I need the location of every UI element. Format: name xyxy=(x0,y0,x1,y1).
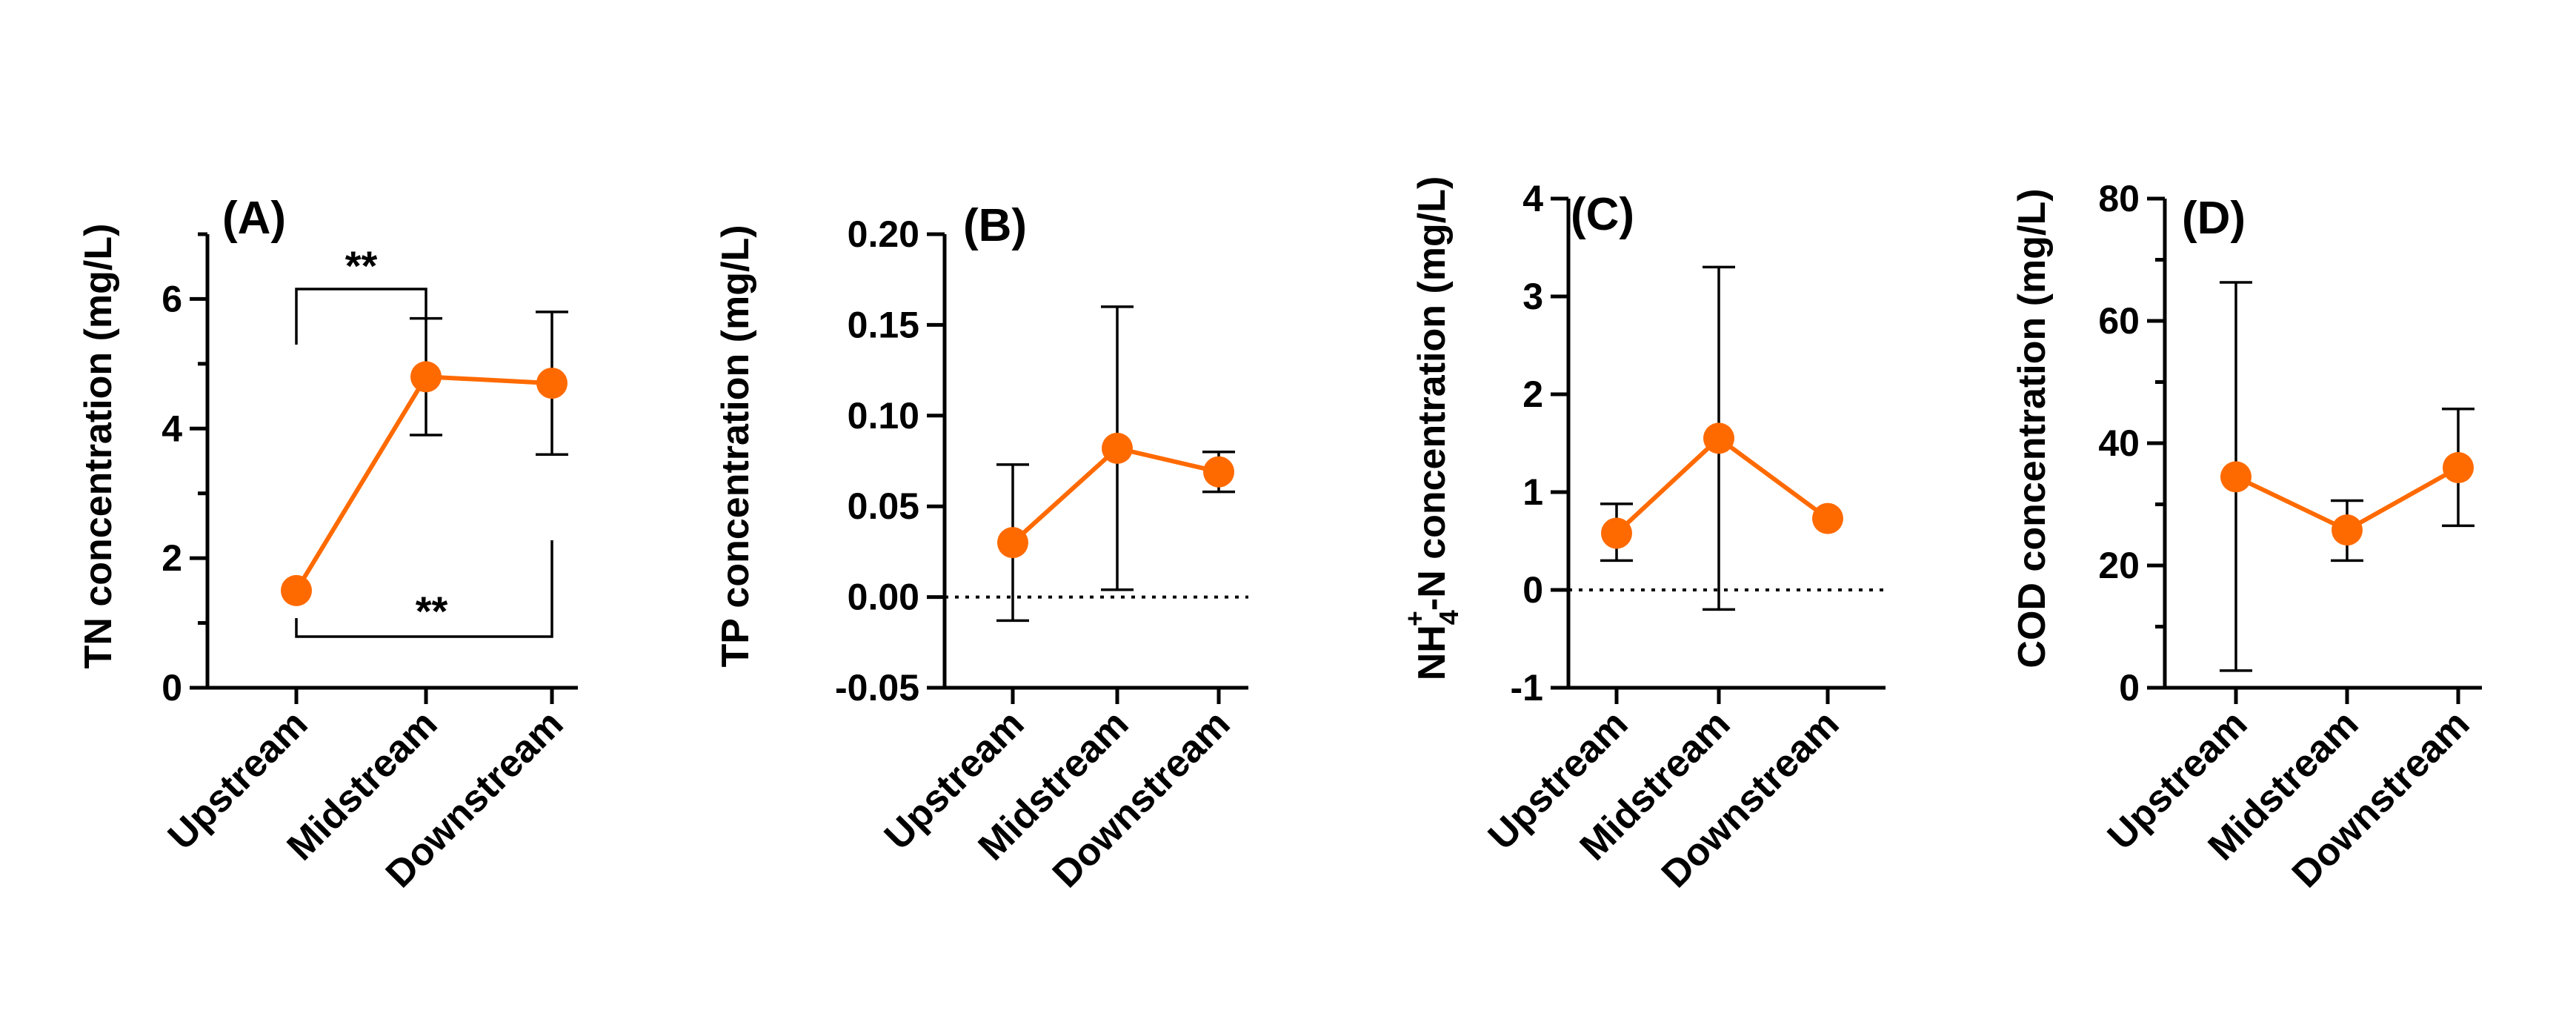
chart-panel-3: 020406080UpstreamMidstreamDownstreamCOD … xyxy=(2011,178,2482,896)
y-tick-label: 0 xyxy=(162,667,182,709)
significance-bracket xyxy=(295,540,553,638)
y-tick-label: 2 xyxy=(162,537,182,579)
y-tick-label: 4 xyxy=(162,408,182,449)
x-category-label: Downstream xyxy=(1045,702,1239,896)
y-tick-label: -0.05 xyxy=(835,667,919,709)
y-tick-label: 20 xyxy=(2098,545,2140,586)
panel-label: (B) xyxy=(963,200,1027,251)
y-axis-title: TP concentration (mg/L) xyxy=(714,225,757,667)
y-tick-label: 6 xyxy=(162,278,182,319)
series-line xyxy=(294,374,553,592)
y-tick-label: 3 xyxy=(1522,276,1543,317)
significance-label: ** xyxy=(416,588,448,634)
y-tick-label: 0.10 xyxy=(848,395,919,437)
data-point xyxy=(2443,452,2474,483)
y-tick-label: 1 xyxy=(1522,471,1543,513)
data-point xyxy=(1102,432,1133,464)
significance-bracket xyxy=(295,288,427,345)
y-tick-label: 0.20 xyxy=(848,213,919,255)
chart-panel-1: -0.050.000.050.100.150.20UpstreamMidstre… xyxy=(714,200,1248,896)
y-tick-label: 0 xyxy=(1522,569,1543,611)
data-point xyxy=(1703,422,1734,454)
y-tick-label: 60 xyxy=(2098,300,2140,342)
data-point xyxy=(536,368,568,399)
data-point xyxy=(1812,502,1843,534)
data-point xyxy=(1601,517,1632,549)
y-tick-label: 0.15 xyxy=(848,304,919,345)
y-tick-label: 0 xyxy=(2119,667,2140,709)
panel-label: (D) xyxy=(2182,193,2246,244)
panel-label: (A) xyxy=(222,193,286,244)
data-point xyxy=(410,361,442,393)
y-tick-label: 4 xyxy=(1522,178,1543,219)
panel-label: (C) xyxy=(1571,189,1634,240)
y-tick-label: 0.05 xyxy=(848,485,919,527)
y-tick-label: 0.00 xyxy=(848,577,919,618)
y-axis-title: TN concentration (mg/L) xyxy=(77,224,120,669)
y-tick-label: 2 xyxy=(1522,374,1543,415)
y-axis-title: COD concentration (mg/L) xyxy=(2011,188,2054,668)
chart-panel-2: -101234UpstreamMidstreamDownstreamNH4+-N… xyxy=(1400,176,1886,896)
data-point xyxy=(1203,456,1234,488)
y-axis-title: NH4+-N concentration (mg/L) xyxy=(1400,176,1464,681)
y-tick-label: 80 xyxy=(2098,178,2140,219)
data-point xyxy=(2220,461,2251,493)
significance-label: ** xyxy=(345,242,378,289)
data-point xyxy=(2332,514,2363,546)
data-point xyxy=(997,527,1028,559)
y-tick-label: 40 xyxy=(2098,422,2140,464)
data-point xyxy=(281,574,312,606)
y-tick-label: -1 xyxy=(1511,667,1543,709)
